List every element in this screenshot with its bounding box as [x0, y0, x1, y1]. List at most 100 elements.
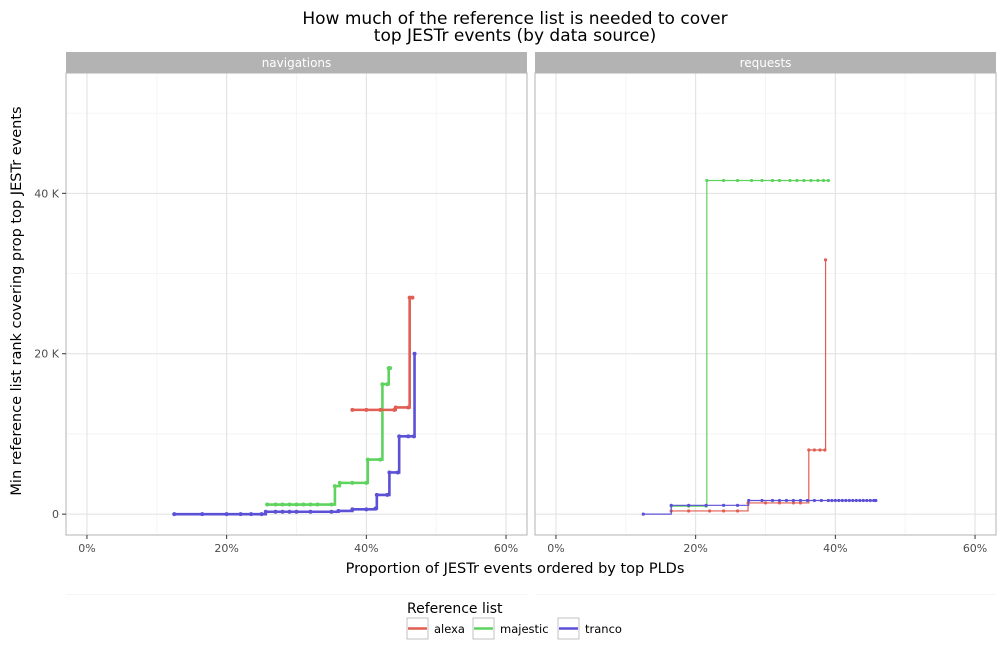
legend-label-tranco: tranco	[585, 622, 622, 636]
data-point-majestic	[294, 502, 299, 507]
chart-title-line-2: top JESTr events (by data source)	[374, 26, 656, 46]
data-point-alexa	[406, 405, 411, 410]
data-point-tranco	[798, 498, 803, 503]
data-point-majestic	[795, 178, 799, 183]
series-line-majestic	[267, 366, 391, 506]
data-point-tranco	[385, 492, 390, 497]
y-tick-label: 20 K	[34, 348, 59, 361]
data-point-alexa	[823, 258, 828, 262]
data-point-alexa	[807, 448, 811, 452]
data-point-alexa	[364, 407, 369, 412]
data-point-tranco	[273, 509, 278, 514]
data-point-tranco	[280, 509, 285, 514]
series-line-alexa	[671, 259, 827, 512]
data-point-majestic	[809, 178, 813, 183]
facet-strip	[535, 52, 996, 73]
data-point-alexa	[818, 448, 822, 452]
data-point-tranco	[336, 508, 341, 513]
data-point-tranco	[747, 498, 751, 503]
data-point-alexa	[687, 509, 691, 513]
data-point-tranco	[826, 498, 830, 503]
data-point-tranco	[874, 498, 878, 503]
x-axis-title: Proportion of JESTr events ordered by to…	[346, 561, 685, 577]
panel-requests: requests 0% 20% 40% 60%	[534, 52, 997, 595]
data-point-tranco	[350, 507, 355, 512]
data-point-tranco	[412, 351, 417, 356]
data-point-majestic	[749, 178, 754, 183]
data-point-majestic	[280, 502, 285, 507]
data-point-tranco	[865, 498, 869, 503]
data-point-tranco	[287, 509, 292, 514]
data-point-tranco	[784, 498, 789, 503]
data-point-majestic	[365, 457, 370, 462]
data-point-tranco	[840, 498, 844, 503]
y-tick-label: 40 K	[34, 187, 59, 200]
data-point-tranco	[374, 492, 379, 497]
data-point-majestic	[705, 178, 709, 183]
data-point-tranco	[735, 503, 740, 507]
data-point-tranco	[854, 498, 858, 503]
data-point-tranco	[294, 509, 299, 514]
data-point-majestic	[378, 457, 383, 462]
data-point-tranco	[704, 503, 708, 507]
x-tick-label: 20%	[683, 542, 707, 555]
data-point-majestic	[265, 502, 270, 507]
data-point-tranco	[847, 498, 851, 503]
facet-strip-label: requests	[740, 56, 792, 70]
data-point-majestic	[332, 484, 337, 489]
data-point-alexa	[763, 501, 768, 505]
data-point-tranco	[238, 512, 243, 517]
data-point-tranco	[851, 498, 855, 503]
legend-title: Reference list	[407, 601, 503, 617]
data-point-tranco	[805, 498, 810, 503]
data-point-tranco	[861, 498, 865, 503]
data-point-tranco	[858, 498, 862, 503]
data-point-tranco	[641, 512, 645, 516]
data-point-majestic	[821, 178, 826, 183]
data-point-tranco	[868, 498, 872, 503]
data-point-tranco	[812, 498, 816, 503]
data-point-majestic	[329, 502, 334, 507]
data-point-tranco	[770, 498, 775, 503]
data-point-tranco	[249, 512, 254, 517]
x-tick-label: 40%	[823, 542, 847, 555]
data-point-majestic	[301, 502, 306, 507]
data-point-tranco	[777, 498, 782, 503]
data-point-tranco	[308, 509, 313, 514]
data-point-tranco	[329, 509, 334, 514]
data-point-tranco	[224, 512, 229, 517]
data-point-alexa	[791, 501, 796, 505]
data-point-alexa	[393, 405, 398, 410]
data-point-majestic	[364, 480, 369, 485]
data-point-majestic	[350, 480, 355, 485]
data-point-alexa	[798, 501, 803, 505]
legend-label-majestic: majestic	[500, 622, 549, 636]
data-point-majestic	[273, 502, 278, 507]
y-axis-title: Min reference list rank covering prop to…	[9, 106, 25, 495]
data-point-majestic	[308, 502, 313, 507]
data-point-tranco	[172, 512, 177, 517]
data-point-tranco	[364, 507, 369, 512]
data-point-tranco	[830, 498, 834, 503]
data-point-majestic	[315, 502, 320, 507]
data-point-tranco	[687, 503, 691, 507]
data-point-tranco	[373, 506, 378, 511]
data-point-majestic	[385, 382, 390, 387]
data-point-majestic	[337, 480, 342, 485]
x-tick-label: 20%	[214, 542, 238, 555]
data-point-alexa	[721, 509, 726, 513]
data-point-majestic	[287, 502, 292, 507]
data-point-majestic	[770, 178, 775, 183]
data-point-tranco	[760, 498, 764, 503]
data-point-tranco	[819, 498, 823, 503]
data-point-tranco	[395, 470, 400, 475]
data-point-majestic	[816, 178, 820, 183]
data-point-majestic	[388, 366, 393, 371]
data-point-tranco	[397, 434, 402, 439]
data-point-majestic	[735, 178, 740, 183]
x-tick-label: 60%	[963, 542, 987, 555]
data-point-tranco	[387, 470, 392, 475]
data-point-majestic	[777, 178, 782, 183]
panel-border	[65, 72, 528, 536]
legend: Reference list alexa majestic tranco	[406, 601, 622, 640]
